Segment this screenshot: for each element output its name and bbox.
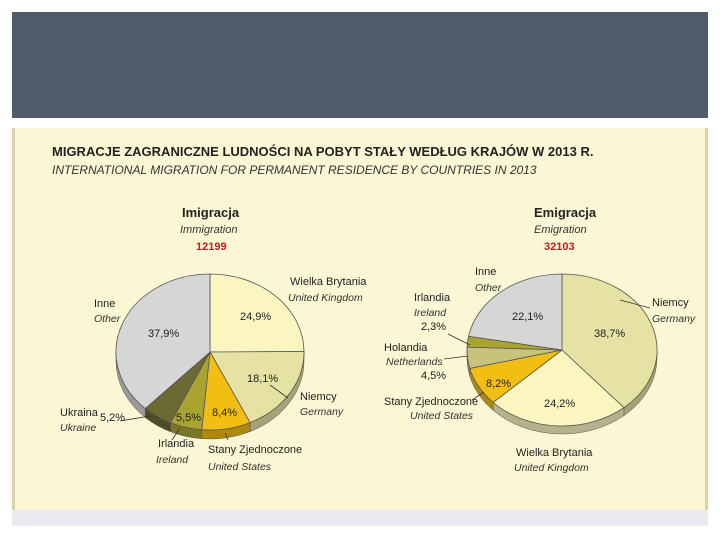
emi-label-usa-pl: Stany Zjednoczone [384, 396, 478, 408]
imm-label-other-en: Other [94, 313, 121, 325]
emi-pct-uk: 24,2% [544, 398, 575, 410]
emi-leader-ireland [447, 333, 471, 346]
immigration-slice-other [115, 273, 211, 410]
imm-label-germany-en: Germany [300, 406, 344, 418]
immigration-slice-germany [209, 351, 305, 424]
imm-leader-usa [224, 432, 229, 441]
emi-label-germany-pl: Niemcy [652, 297, 689, 309]
slide-header-bar [12, 12, 708, 118]
emigration-slice-other [468, 273, 563, 351]
immigration-pie [115, 273, 305, 440]
emi-label-germany-en: Germany [652, 313, 696, 325]
emi-label-netherlands-pl: Holandia [384, 342, 428, 354]
emi-pct-usa: 8,2% [486, 378, 511, 390]
immigration-subtitle: Immigration [180, 224, 237, 236]
immigration-total: 12199 [196, 241, 227, 253]
emi-leader-netherlands [443, 355, 469, 360]
imm-pct-usa: 8,4% [212, 407, 237, 419]
imm-pct-uk: 24,9% [240, 311, 271, 323]
immigration-title: Imigracja [182, 205, 240, 220]
emi-pct-ireland: 2,3% [421, 321, 446, 333]
emigration-subtitle: Emigration [534, 224, 587, 236]
imm-label-ireland-pl: Irlandia [158, 438, 195, 450]
imm-label-ukraine-pl: Ukraina [60, 407, 99, 419]
figure-title-pl: MIGRACJE ZAGRANICZNE LUDNOŚCI NA POBYT S… [52, 144, 593, 159]
imm-pct-germany: 18,1% [247, 373, 278, 385]
emi-leader-germany [619, 299, 651, 309]
emi-pct-netherlands: 4,5% [421, 370, 446, 382]
emigration-slice-germany [561, 273, 658, 409]
emi-label-other-en: Other [475, 282, 502, 294]
imm-label-usa-pl: Stany Zjednoczone [208, 444, 302, 456]
slide-footer-bar [12, 510, 708, 526]
figure-title-en: INTERNATIONAL MIGRATION FOR PERMANENT RE… [52, 163, 537, 177]
emi-label-other-pl: Inne [475, 266, 496, 278]
emi-leader-usa [471, 391, 485, 401]
emigration-total: 32103 [544, 241, 575, 253]
emi-label-ireland-en: Ireland [414, 307, 447, 319]
emi-label-ireland-pl: Irlandia [414, 292, 451, 304]
imm-pct-ireland: 5,5% [176, 412, 201, 424]
emi-label-usa-en: United States [410, 410, 474, 422]
emi-pct-other: 22,1% [512, 311, 543, 323]
emi-label-uk-pl: Wielka Brytania [516, 447, 593, 459]
emigration-slice-united-kingdom [492, 349, 625, 427]
imm-label-uk-pl: Wielka Brytania [290, 276, 367, 288]
imm-label-usa-en: United States [208, 461, 272, 473]
imm-leader-ukraine [119, 415, 151, 422]
imm-leader-ireland [171, 427, 181, 441]
imm-leader-germany [269, 384, 289, 399]
emigration-pie [466, 273, 658, 435]
imm-label-germany-pl: Niemcy [300, 391, 337, 403]
imm-label-ukraine-en: Ukraine [60, 422, 96, 434]
imm-label-other-pl: Inne [94, 298, 115, 310]
imm-label-ireland-en: Ireland [156, 454, 189, 466]
imm-pct-other: 37,9% [148, 328, 179, 340]
emigration-title: Emigracja [534, 205, 597, 220]
emi-label-uk-en: United Kingdom [514, 462, 589, 474]
immigration-slice-united-kingdom [209, 273, 305, 353]
imm-label-uk-en: United Kingdom [288, 292, 363, 304]
emi-pct-germany: 38,7% [594, 328, 625, 340]
emi-label-netherlands-en: Netherlands [386, 356, 443, 368]
imm-pct-ukraine: 5,2% [100, 412, 125, 424]
